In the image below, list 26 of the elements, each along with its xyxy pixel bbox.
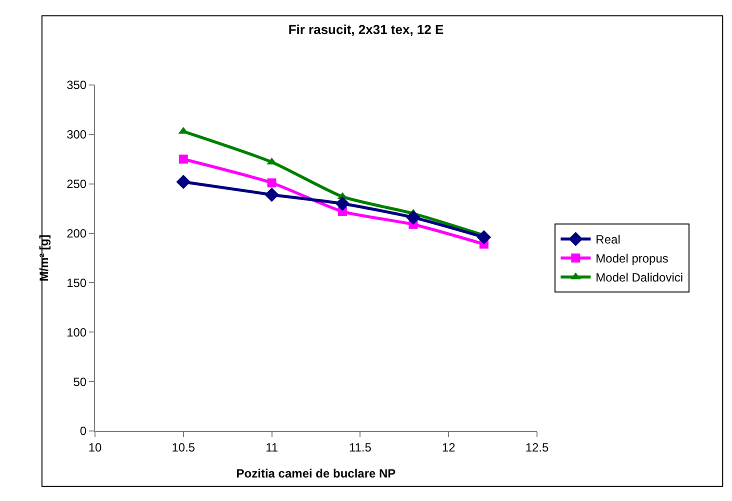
legend-label: Model Dalidovici xyxy=(596,270,684,285)
y-tick-label: 50 xyxy=(73,374,87,389)
x-tick-label: 12.5 xyxy=(525,440,549,454)
y-tick-label: 300 xyxy=(66,128,87,142)
point xyxy=(264,188,279,202)
legend-label: Model propus xyxy=(596,252,668,266)
point xyxy=(335,196,350,211)
y-tick-label: 150 xyxy=(66,276,87,290)
x-axis-title: Pozitia camei de buclare NP xyxy=(236,466,396,480)
y-tick-label: 350 xyxy=(66,78,87,92)
x-tick-label: 11 xyxy=(266,440,278,454)
y-tick-label: 250 xyxy=(66,177,87,192)
x-tick-label: 10.5 xyxy=(172,440,196,454)
point xyxy=(178,154,188,164)
y-tick-label: 200 xyxy=(66,226,87,240)
y-tick-label: 0 xyxy=(80,424,87,438)
point xyxy=(267,178,276,188)
chart-title: Fir rasucit, 2x31 tex, 12 E xyxy=(288,22,444,38)
point xyxy=(406,210,420,225)
point xyxy=(476,230,492,244)
x-tick-label: 12 xyxy=(442,440,456,454)
y-tick-label: 100 xyxy=(66,325,87,340)
x-tick-label: 11.5 xyxy=(348,440,372,454)
point xyxy=(176,174,191,190)
x-tick-label: 10 xyxy=(88,440,102,454)
legend-label: Real xyxy=(596,232,620,247)
